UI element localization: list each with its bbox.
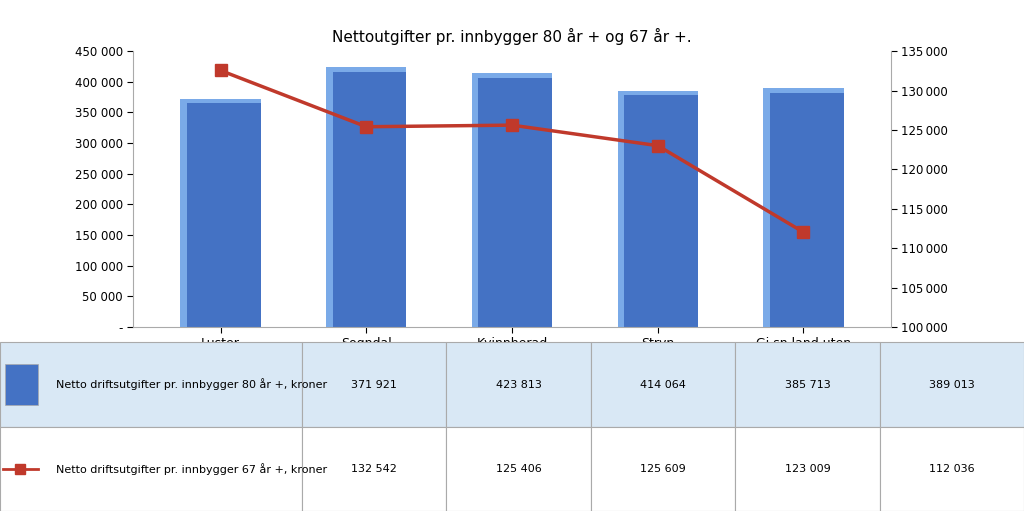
Text: 371 921: 371 921 [351,380,397,389]
Text: 125 609: 125 609 [640,464,686,474]
Bar [327,67,333,327]
Bar [763,88,844,93]
Bar [180,99,261,103]
Text: 132 542: 132 542 [351,464,397,474]
Text: 385 713: 385 713 [784,380,830,389]
Bar [180,99,261,327]
Bar [0,342,302,427]
Text: 125 406: 125 406 [496,464,542,474]
Text: Nettoutgifter pr. innbygger 80 år + og 67 år +.: Nettoutgifter pr. innbygger 80 år + og 6… [332,28,692,45]
Text: Netto driftsutgifter pr. innbygger 67 år +, kroner: Netto driftsutgifter pr. innbygger 67 år… [56,463,328,475]
Bar [446,342,591,427]
Text: 112 036: 112 036 [929,464,975,474]
Bar [327,67,407,327]
Text: 123 009: 123 009 [784,464,830,474]
Bar [446,427,591,511]
Text: 423 813: 423 813 [496,380,542,389]
Bar [763,88,844,327]
Bar [591,427,735,511]
Text: 389 013: 389 013 [929,380,975,389]
Bar [472,73,552,327]
Bar [591,342,735,427]
Bar [880,342,1024,427]
Bar [880,427,1024,511]
Bar [302,427,446,511]
Bar [302,342,446,427]
Bar [327,67,407,72]
Text: Netto driftsutgifter pr. innbygger 80 år +, kroner: Netto driftsutgifter pr. innbygger 80 år… [56,379,328,390]
Bar [763,88,770,327]
Bar [617,90,697,327]
Bar [180,99,187,327]
Bar [735,427,880,511]
Bar [617,90,624,327]
Bar [5,364,38,405]
Bar [472,73,552,78]
Text: 414 064: 414 064 [640,380,686,389]
Bar [735,342,880,427]
Bar [472,73,478,327]
Bar [0,427,302,511]
Bar [617,90,697,95]
